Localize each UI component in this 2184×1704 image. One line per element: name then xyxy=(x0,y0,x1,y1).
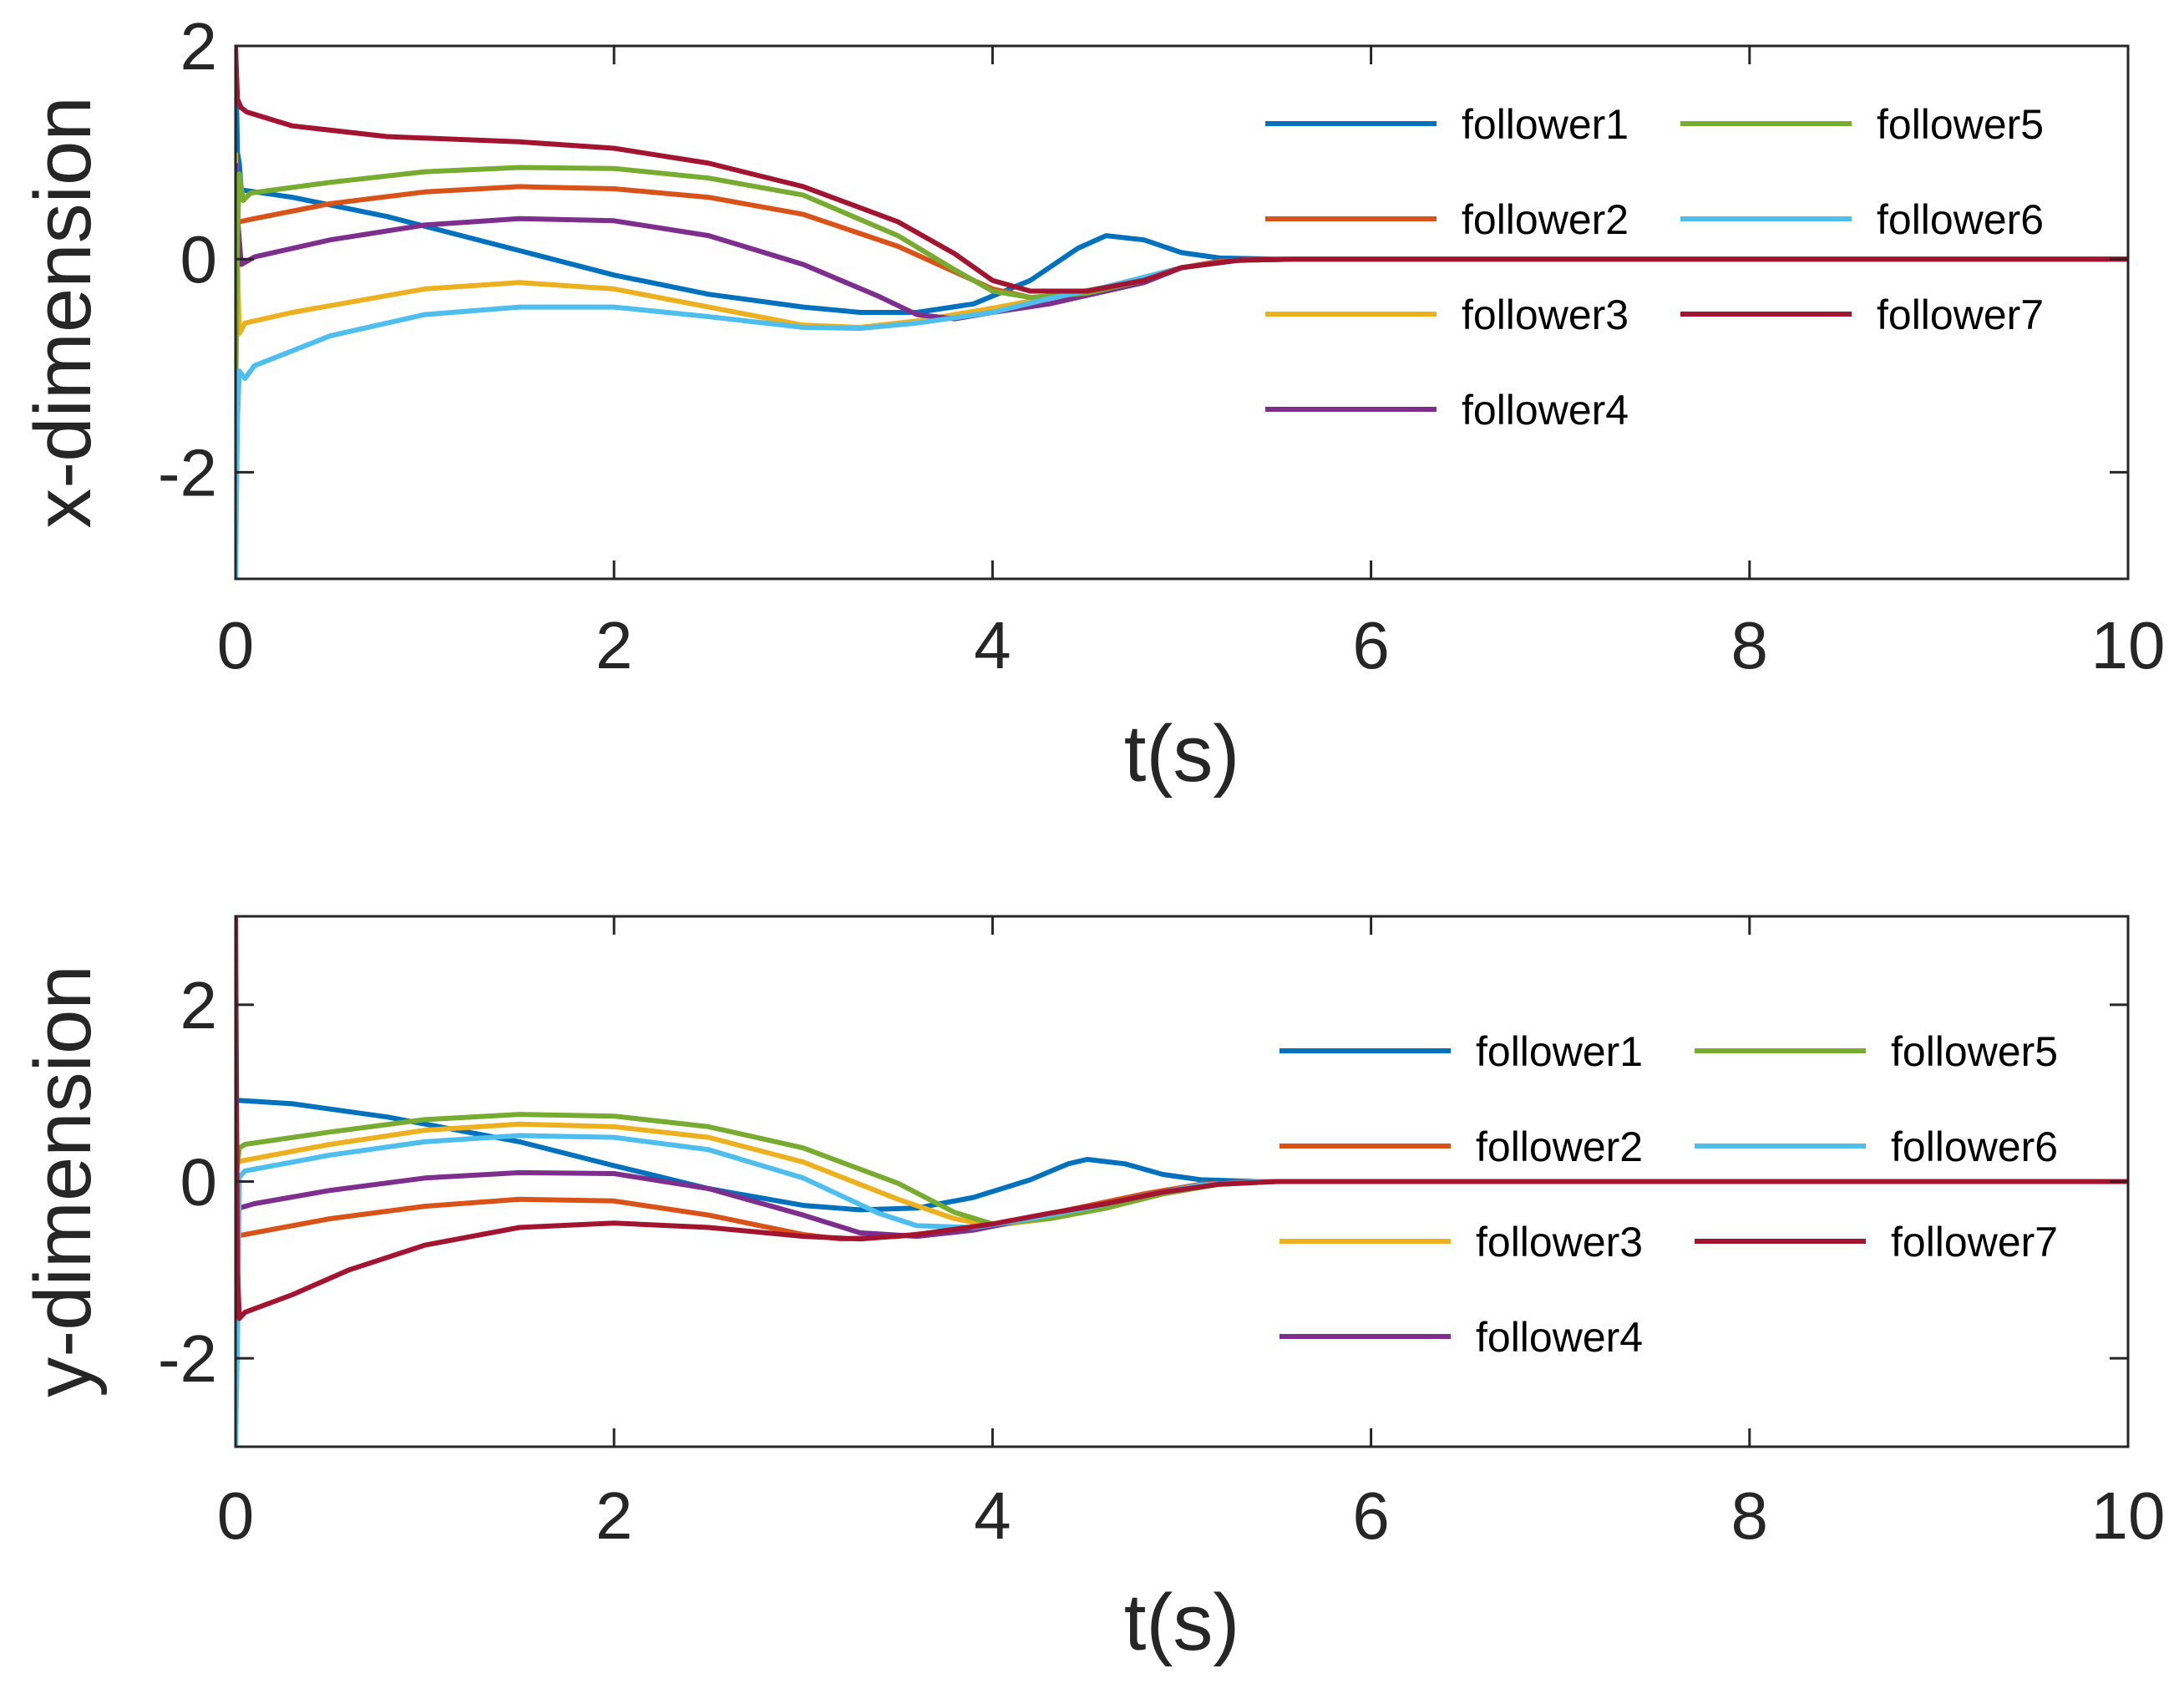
series-line-follower7 xyxy=(236,46,2128,294)
legend: follower1 follower2 follower3 follower4 foll… xyxy=(1279,1028,2058,1361)
legend-label-follower2: follower2 xyxy=(1462,196,1629,243)
axes-box xyxy=(234,44,2130,581)
legend-label-follower3: follower3 xyxy=(1462,292,1629,338)
x-tick-label: 6 xyxy=(1352,1478,1390,1553)
legend-label-follower6: follower6 xyxy=(1877,196,2044,243)
legend-label-follower1: follower1 xyxy=(1476,1028,1643,1075)
y-axis-label: x-dimension xyxy=(18,96,108,529)
y-tick-label: 0 xyxy=(180,1145,218,1220)
x-tick-label: 10 xyxy=(2091,608,2166,682)
y-axis-label: y-dimension xyxy=(18,965,108,1397)
x-tick-label: 4 xyxy=(974,608,1011,682)
series-line-follower7 xyxy=(236,916,2128,1321)
y-tick-label: 2 xyxy=(180,968,218,1042)
y-tick-label: 2 xyxy=(180,9,218,84)
x-axis-label: t(s) xyxy=(1124,709,1240,799)
series-group xyxy=(236,916,2128,1447)
x-tick-label: 6 xyxy=(1352,608,1390,682)
legend-label-follower4: follower4 xyxy=(1462,387,1629,434)
x-tick-label: 0 xyxy=(217,1478,255,1553)
legend-label-follower7: follower7 xyxy=(1891,1219,2058,1265)
y-tick-label: -2 xyxy=(158,1321,217,1396)
legend-label-follower6: follower6 xyxy=(1891,1123,2058,1170)
series-group xyxy=(236,46,2128,579)
x-axis-label: t(s) xyxy=(1124,1578,1240,1667)
x-tick-label: 2 xyxy=(595,608,633,682)
legend-label-follower4: follower4 xyxy=(1476,1314,1643,1361)
y-tick-label: 0 xyxy=(180,222,218,297)
x-tick-label: 10 xyxy=(2091,1478,2166,1553)
x-tick-label: 8 xyxy=(1731,608,1769,682)
legend-label-follower3: follower3 xyxy=(1476,1219,1643,1265)
legend-label-follower5: follower5 xyxy=(1877,101,2044,148)
legend: follower1 follower2 follower3 follower4 foll… xyxy=(1265,101,2044,434)
legend-label-follower2: follower2 xyxy=(1476,1123,1643,1170)
x-tick-label: 2 xyxy=(595,1478,633,1553)
y-tick-label: -2 xyxy=(158,435,217,510)
x-tick-label: 0 xyxy=(217,608,255,682)
legend-label-follower1: follower1 xyxy=(1462,101,1629,148)
legend-label-follower7: follower7 xyxy=(1877,292,2044,338)
x-tick-label: 8 xyxy=(1731,1478,1769,1553)
legend-label-follower5: follower5 xyxy=(1891,1028,2058,1075)
x-tick-label: 4 xyxy=(974,1478,1011,1553)
